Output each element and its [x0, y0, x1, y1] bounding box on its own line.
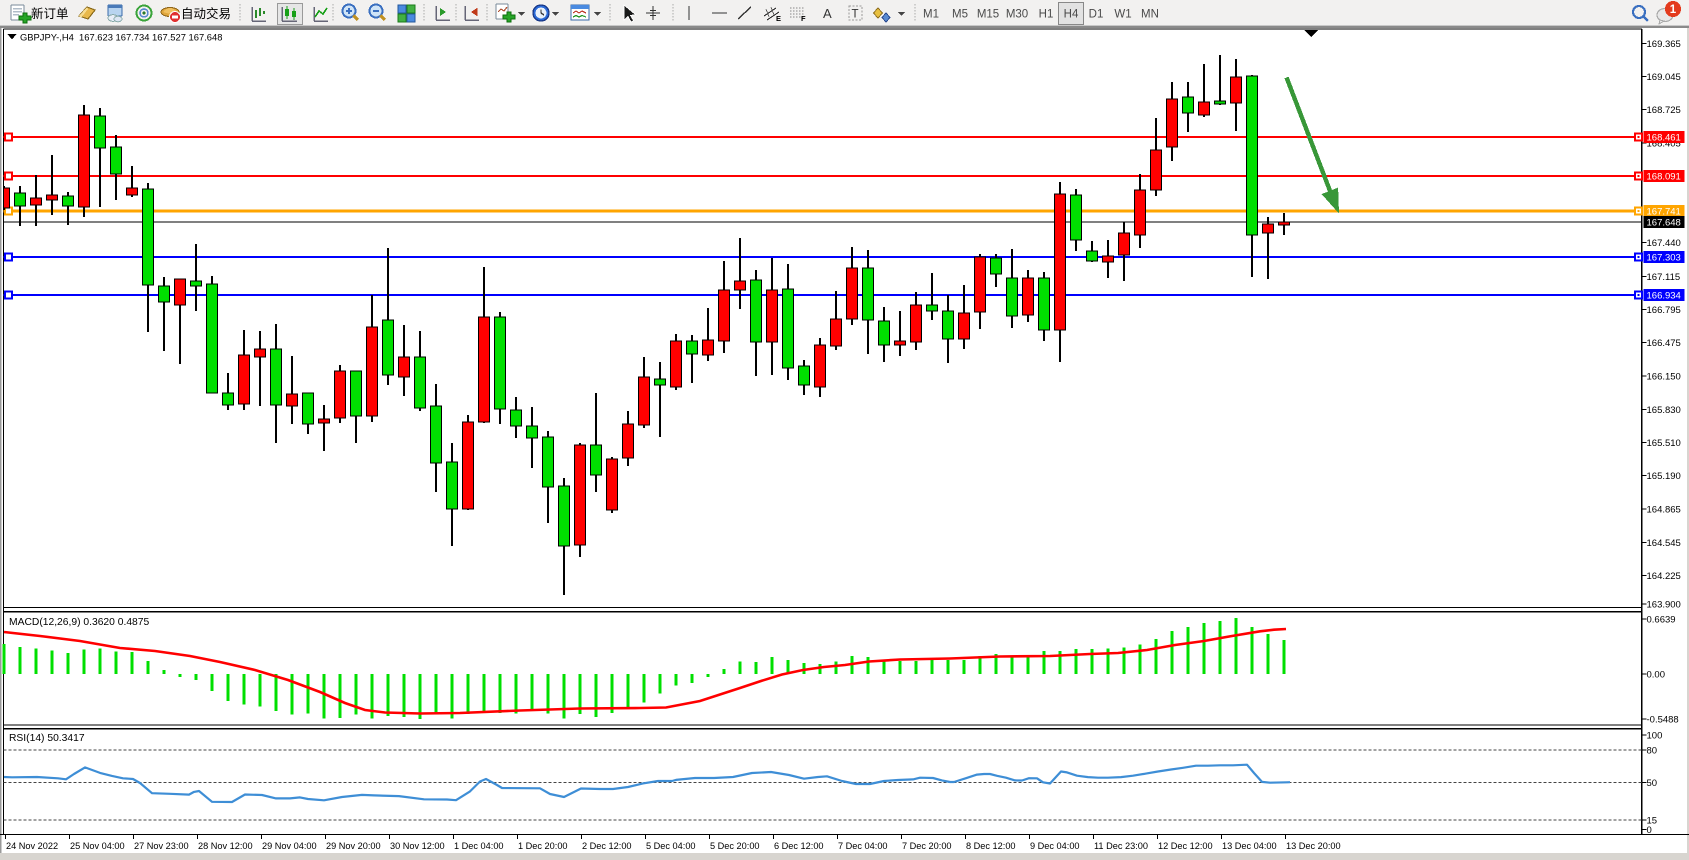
svg-text:166.150: 166.150 — [1647, 372, 1681, 383]
svg-text:D1: D1 — [1089, 9, 1104, 21]
svg-text:1: 1 — [1670, 4, 1677, 16]
svg-text:1 Dec 04:00: 1 Dec 04:00 — [454, 841, 504, 851]
svg-text:7 Dec 20:00: 7 Dec 20:00 — [902, 841, 952, 851]
svg-text:8 Dec 12:00: 8 Dec 12:00 — [966, 841, 1016, 851]
svg-text:167.648: 167.648 — [1647, 218, 1681, 229]
svg-text:H1: H1 — [1039, 9, 1054, 21]
svg-text:13 Dec 20:00: 13 Dec 20:00 — [1286, 841, 1341, 851]
svg-text:169.365: 169.365 — [1647, 39, 1681, 50]
svg-text:80: 80 — [1647, 746, 1658, 757]
svg-text:24 Nov 2022: 24 Nov 2022 — [6, 841, 58, 851]
svg-text:2 Dec 12:00: 2 Dec 12:00 — [582, 841, 632, 851]
svg-text:13 Dec 04:00: 13 Dec 04:00 — [1222, 841, 1277, 851]
svg-text:164.545: 164.545 — [1647, 538, 1681, 549]
svg-text:29 Nov 20:00: 29 Nov 20:00 — [326, 841, 381, 851]
svg-text:0.00: 0.00 — [1647, 670, 1666, 681]
svg-text:167.115: 167.115 — [1647, 272, 1681, 283]
svg-text:165.190: 165.190 — [1647, 471, 1681, 482]
svg-text:167.303: 167.303 — [1647, 253, 1681, 264]
svg-text:30 Nov 12:00: 30 Nov 12:00 — [390, 841, 445, 851]
svg-text:W1: W1 — [1114, 9, 1131, 21]
svg-text:1 Dec 20:00: 1 Dec 20:00 — [518, 841, 568, 851]
svg-text:11 Dec 23:00: 11 Dec 23:00 — [1094, 841, 1148, 851]
svg-text:0.6639: 0.6639 — [1647, 615, 1676, 626]
svg-text:28 Nov 12:00: 28 Nov 12:00 — [198, 841, 253, 851]
svg-text:168.725: 168.725 — [1647, 105, 1681, 116]
svg-text:25 Nov 04:00: 25 Nov 04:00 — [70, 841, 125, 851]
svg-text:GBPJPY-,H4 167.623 167.734 16: GBPJPY-,H4 167.623 167.734 167.527 167.6… — [20, 32, 222, 43]
svg-text:A: A — [823, 6, 832, 21]
svg-text:168.461: 168.461 — [1647, 133, 1681, 144]
svg-text:MN: MN — [1141, 9, 1159, 21]
svg-text:12 Dec 12:00: 12 Dec 12:00 — [1158, 841, 1213, 851]
svg-text:M30: M30 — [1006, 9, 1028, 21]
svg-text:M15: M15 — [977, 9, 999, 21]
svg-text:167.741: 167.741 — [1647, 207, 1681, 218]
svg-text:H4: H4 — [1064, 9, 1079, 21]
svg-text:MACD(12,26,9) 0.3620 0.4875: MACD(12,26,9) 0.3620 0.4875 — [9, 617, 150, 628]
svg-text:M5: M5 — [952, 9, 968, 21]
svg-text:自动交易: 自动交易 — [181, 6, 231, 21]
svg-text:新订单: 新订单 — [31, 6, 69, 21]
svg-text:163.900: 163.900 — [1647, 600, 1681, 611]
svg-text:6 Dec 12:00: 6 Dec 12:00 — [774, 841, 824, 851]
svg-text:166.934: 166.934 — [1647, 291, 1681, 302]
svg-text:165.510: 165.510 — [1647, 438, 1681, 449]
svg-text:168.405: 168.405 — [1647, 138, 1681, 149]
svg-text:27 Nov 23:00: 27 Nov 23:00 — [134, 841, 189, 851]
svg-text:0: 0 — [1647, 825, 1652, 836]
svg-text:15: 15 — [1647, 816, 1658, 827]
svg-text:9 Dec 04:00: 9 Dec 04:00 — [1030, 841, 1080, 851]
svg-text:167.440: 167.440 — [1647, 238, 1681, 249]
svg-text:164.865: 164.865 — [1647, 505, 1681, 516]
svg-text:M1: M1 — [923, 9, 939, 21]
svg-text:5 Dec 20:00: 5 Dec 20:00 — [710, 841, 760, 851]
svg-text:166.795: 166.795 — [1647, 305, 1681, 316]
svg-text:29 Nov 04:00: 29 Nov 04:00 — [262, 841, 317, 851]
svg-text:166.475: 166.475 — [1647, 338, 1681, 349]
svg-text:164.225: 164.225 — [1647, 571, 1681, 582]
svg-text:-0.5488: -0.5488 — [1647, 715, 1679, 726]
svg-text:100: 100 — [1647, 731, 1663, 742]
svg-text:7 Dec 04:00: 7 Dec 04:00 — [838, 841, 888, 851]
svg-text:169.045: 169.045 — [1647, 72, 1681, 83]
svg-text:168.091: 168.091 — [1647, 172, 1681, 183]
svg-text:F: F — [801, 14, 806, 23]
svg-text:E: E — [776, 14, 781, 23]
svg-text:T: T — [852, 9, 859, 21]
svg-text:5 Dec 04:00: 5 Dec 04:00 — [646, 841, 696, 851]
svg-text:165.830: 165.830 — [1647, 405, 1681, 416]
svg-text:RSI(14) 50.3417: RSI(14) 50.3417 — [9, 733, 85, 744]
svg-text:50: 50 — [1647, 778, 1658, 789]
